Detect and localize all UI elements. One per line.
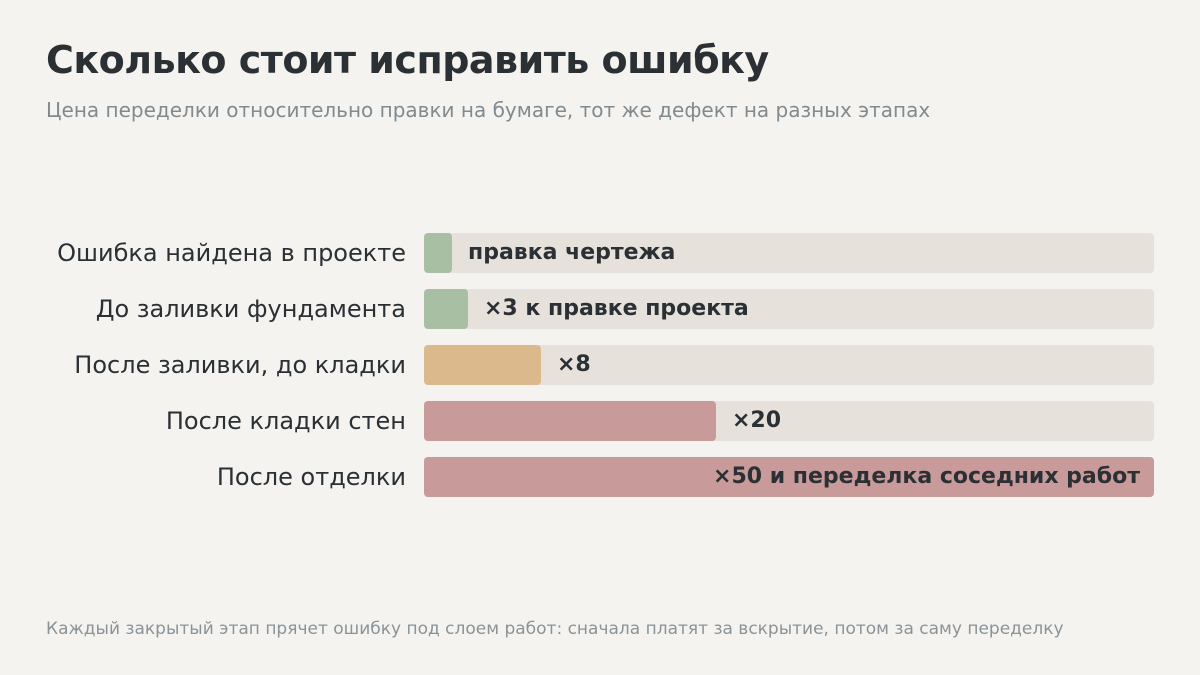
bar — [424, 457, 1154, 497]
bar — [424, 401, 716, 441]
category-label: После отделки — [216, 463, 406, 491]
bar — [424, 233, 452, 273]
bar-value-label: ×3 к правке проекта — [484, 296, 749, 321]
bar-track — [424, 289, 1154, 329]
bar-value-label: правка чертежа — [468, 240, 676, 265]
chart-footnote: Каждый закрытый этап прячет ошибку под с… — [46, 619, 1064, 639]
chart-title: Сколько стоит исправить ошибку — [46, 38, 769, 82]
category-label: После кладки стен — [165, 407, 406, 435]
category-label: Ошибка найдена в проекте — [57, 239, 406, 267]
bar-value-label: ×20 — [732, 408, 782, 433]
category-label: До заливки фундамента — [95, 295, 406, 323]
bar-value-label: ×50 и переделка соседних работ — [713, 464, 1140, 489]
bar-value-label: ×8 — [557, 352, 591, 377]
chart-subtitle: Цена переделки относительно правки на бу… — [46, 98, 931, 122]
bar-track — [424, 233, 1154, 273]
bar-track — [424, 345, 1154, 385]
bar — [424, 345, 541, 385]
bar — [424, 289, 468, 329]
category-label: После заливки, до кладки — [74, 351, 406, 379]
